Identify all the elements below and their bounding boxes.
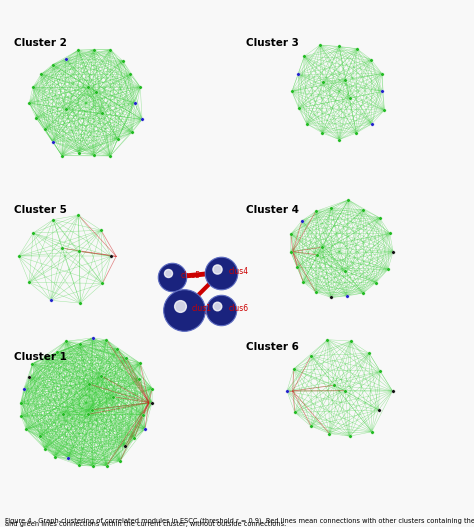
Point bbox=[164, 269, 172, 278]
Point bbox=[213, 302, 221, 310]
Point bbox=[217, 268, 225, 277]
Text: Cluster 1: Cluster 1 bbox=[14, 352, 67, 362]
Point bbox=[176, 302, 183, 310]
Point bbox=[217, 306, 225, 314]
Text: Cluster 4: Cluster 4 bbox=[246, 205, 299, 215]
Text: Cluster 3: Cluster 3 bbox=[246, 38, 299, 48]
Text: and green lines connections within the current cluster, without outside connecti: and green lines connections within the c… bbox=[5, 521, 286, 527]
Text: clus5: clus5 bbox=[180, 271, 201, 280]
Text: clus6: clus6 bbox=[229, 304, 249, 313]
Text: clus1: clus1 bbox=[192, 304, 212, 313]
Point bbox=[213, 265, 221, 273]
Point bbox=[168, 273, 176, 281]
Text: Cluster 6: Cluster 6 bbox=[246, 342, 299, 352]
Text: Cluster 2: Cluster 2 bbox=[14, 38, 67, 48]
Point bbox=[180, 306, 187, 314]
Text: clus4: clus4 bbox=[229, 267, 249, 276]
Text: Cluster 5: Cluster 5 bbox=[14, 205, 67, 215]
Text: Figure 4 - Graph-clustering of correlated modules in ESCC (threshold r = 0.9). R: Figure 4 - Graph-clustering of correlate… bbox=[5, 518, 474, 524]
